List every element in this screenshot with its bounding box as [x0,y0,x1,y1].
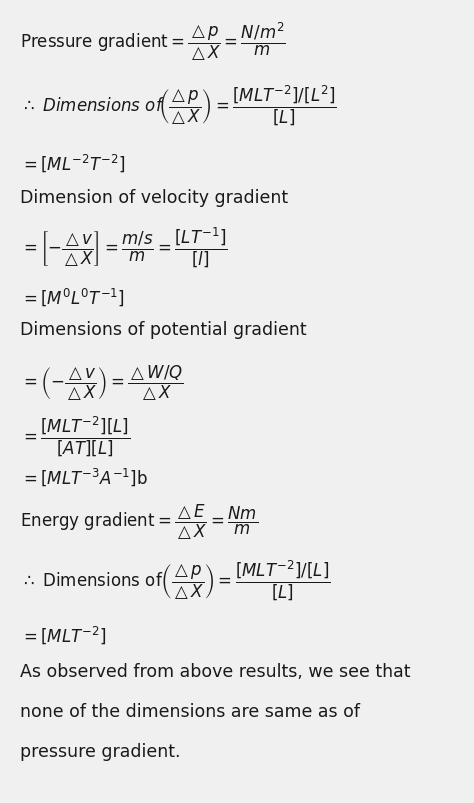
Text: $= \left[-\dfrac{\triangle v}{\triangle X}\right] = \dfrac{m/s}{m} = \dfrac{[LT^: $= \left[-\dfrac{\triangle v}{\triangle … [20,225,228,268]
Text: pressure gradient.: pressure gradient. [20,742,181,760]
Text: $= [MLT^{-3}A^{-1}]\mathrm{b}$: $= [MLT^{-3}A^{-1}]\mathrm{b}$ [20,466,148,487]
Text: $\therefore\ \mathrm{Dimensions\ of}\left(\dfrac{\triangle p}{\triangle X}\right: $\therefore\ \mathrm{Dimensions\ of}\lef… [20,557,330,601]
Text: $\therefore\ \mathit{Dimensions\ of}\!\left(\dfrac{\triangle p}{\triangle X}\rig: $\therefore\ \mathit{Dimensions\ of}\!\l… [20,83,337,127]
Text: $\mathrm{Energy\ gradient} = \dfrac{\triangle E}{\triangle X} = \dfrac{Nm}{m}$: $\mathrm{Energy\ gradient} = \dfrac{\tri… [20,502,258,541]
Text: Dimension of velocity gradient: Dimension of velocity gradient [20,189,288,206]
Text: $\mathrm{Pressure\ gradient} = \dfrac{\triangle p}{\triangle X} = \dfrac{N/m^2}{: $\mathrm{Pressure\ gradient} = \dfrac{\t… [20,21,286,63]
Text: $= [MLT^{-2}]$: $= [MLT^{-2}]$ [20,623,107,645]
Text: As observed from above results, we see that: As observed from above results, we see t… [20,662,410,680]
Text: Dimensions of potential gradient: Dimensions of potential gradient [20,320,307,339]
Text: $= \dfrac{[MLT^{-2}][L]}{[AT][L]}$: $= \dfrac{[MLT^{-2}][L]}{[AT][L]}$ [20,414,130,458]
Text: none of the dimensions are same as of: none of the dimensions are same as of [20,702,360,720]
Text: $= [M^{0}L^{0}T^{-1}]$: $= [M^{0}L^{0}T^{-1}]$ [20,286,125,308]
Text: $= [ML^{-2}T^{-2}]$: $= [ML^{-2}T^{-2}]$ [20,152,126,173]
Text: $= \left(-\dfrac{\triangle v}{\triangle X}\right) = \dfrac{\triangle W/Q}{\trian: $= \left(-\dfrac{\triangle v}{\triangle … [20,363,184,402]
